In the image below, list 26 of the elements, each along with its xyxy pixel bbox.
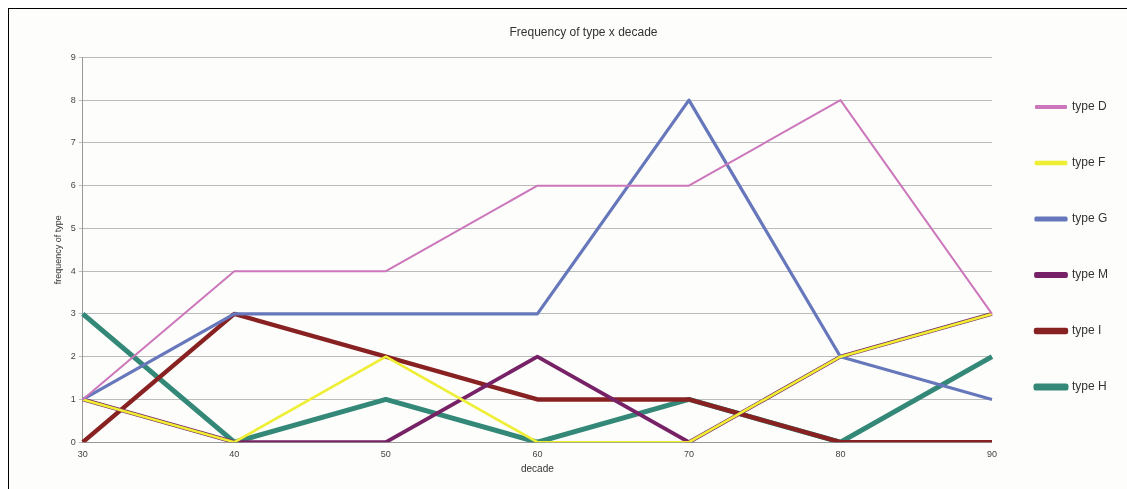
y-tick-label: 7	[70, 137, 76, 148]
y-tick-label: 4	[70, 265, 76, 276]
y-tick-label: 9	[70, 51, 76, 62]
y-tick-label: 8	[70, 94, 76, 105]
chart-title: Frequency of type x decade	[509, 24, 658, 39]
y-tick-label: 1	[70, 393, 76, 404]
legend-label: type F	[1071, 155, 1106, 170]
x-tick-label: 50	[380, 449, 391, 460]
legend-label: type I	[1071, 323, 1102, 338]
legend-label: type H	[1071, 379, 1107, 394]
y-tick-label: 3	[70, 308, 76, 319]
x-axis-title: decade	[520, 462, 555, 474]
x-tick-label: 40	[229, 449, 240, 460]
x-tick-label: 80	[835, 449, 846, 460]
x-tick-label: 70	[683, 449, 694, 460]
y-tick-label: 6	[70, 180, 76, 191]
legend-label: type M	[1071, 267, 1108, 282]
y-axis-title: frequency of type	[52, 215, 63, 285]
y-tick-label: 0	[70, 436, 76, 447]
legend-label: type D	[1071, 99, 1107, 114]
x-tick-label: 60	[532, 449, 543, 460]
x-tick-label: 30	[77, 449, 88, 460]
y-tick-label: 2	[70, 351, 76, 362]
x-tick-label: 90	[986, 449, 997, 460]
y-tick-label: 5	[70, 222, 76, 233]
legend-label: type G	[1071, 211, 1108, 226]
